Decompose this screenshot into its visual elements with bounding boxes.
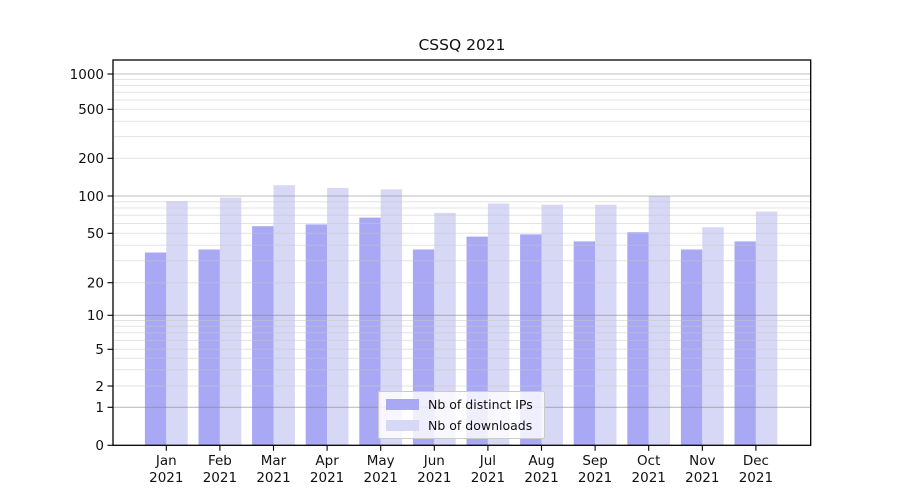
legend: Nb of distinct IPs Nb of downloads [378, 391, 545, 439]
bar-distinct-ips-oct [627, 232, 649, 446]
legend-label-downloads: Nb of downloads [428, 418, 533, 433]
x-tick-label-month: Apr [315, 453, 339, 469]
bar-distinct-ips-feb [198, 249, 220, 446]
x-tick-label-month: Mar [261, 453, 287, 469]
bar-distinct-ips-mar [252, 226, 274, 446]
y-tick-label: 200 [78, 151, 104, 167]
x-tick-label-year: 2021 [310, 470, 344, 486]
x-tick-label-month: May [367, 453, 395, 469]
x-tick-label-year: 2021 [203, 470, 237, 486]
y-tick-label: 100 [78, 189, 104, 205]
bar-downloads-dec [755, 211, 778, 446]
bar-downloads-may [380, 189, 403, 446]
x-tick-label-year: 2021 [578, 470, 612, 486]
bar-distinct-ips-dec [734, 241, 756, 446]
x-tick-label-month: Feb [208, 453, 232, 469]
bar-downloads-sep [595, 204, 617, 446]
y-tick-label: 1 [95, 400, 104, 416]
x-tick-label-year: 2021 [632, 470, 666, 486]
bar-downloads-feb [219, 197, 242, 446]
x-tick-label-year: 2021 [685, 470, 719, 486]
x-tick-label-month: Jun [423, 453, 445, 469]
x-tick-label-month: Nov [689, 453, 715, 469]
x-tick-label-month: Sep [582, 453, 607, 469]
x-tick-label-month: Dec [743, 453, 769, 469]
y-tick-label: 1000 [70, 67, 104, 83]
x-tick-label-month: Aug [528, 453, 554, 469]
legend-item-downloads: Nb of downloads [386, 418, 544, 433]
y-tick-label: 2 [95, 379, 104, 395]
legend-label-distinct-ips: Nb of distinct IPs [428, 397, 533, 412]
x-tick-label-year: 2021 [364, 470, 398, 486]
bar-distinct-ips-apr [305, 224, 328, 446]
y-tick-label: 0 [95, 438, 104, 454]
x-tick-label-month: Jul [479, 453, 496, 469]
x-tick-label-year: 2021 [417, 470, 451, 486]
bar-distinct-ips-may [359, 217, 381, 446]
legend-swatch-downloads [386, 420, 419, 431]
legend-item-distinct-ips: Nb of distinct IPs [386, 397, 544, 412]
bar-downloads-jan [166, 201, 188, 446]
bar-distinct-ips-sep [573, 241, 596, 446]
bar-downloads-apr [327, 187, 349, 446]
x-tick-label-month: Oct [637, 453, 660, 469]
y-tick-label: 10 [87, 308, 104, 324]
bar-downloads-nov [702, 227, 724, 446]
y-tick-label: 5 [95, 342, 104, 358]
x-tick-label-year: 2021 [524, 470, 558, 486]
x-tick-label-year: 2021 [471, 470, 505, 486]
x-tick-label-month: Jan [155, 453, 177, 469]
bar-downloads-jul [487, 203, 510, 446]
x-tick-label-year: 2021 [149, 470, 183, 486]
bar-downloads-aug [541, 204, 563, 446]
plot-frame [112, 59, 812, 446]
chart-title: CSSQ 2021 [418, 36, 506, 54]
bar-downloads-jun [434, 212, 456, 446]
y-tick-label: 500 [78, 102, 104, 118]
bar-distinct-ips-nov [680, 249, 703, 446]
x-tick-label-year: 2021 [256, 470, 290, 486]
legend-swatch-distinct-ips [386, 399, 419, 410]
y-tick-label: 20 [87, 276, 104, 292]
x-tick-label-year: 2021 [739, 470, 773, 486]
y-tick-label: 50 [87, 226, 104, 242]
